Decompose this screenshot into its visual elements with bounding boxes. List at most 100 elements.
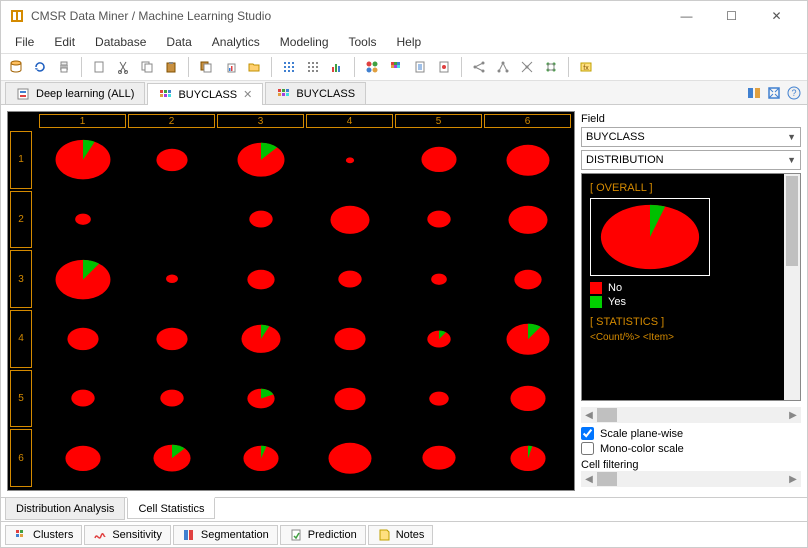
- cell-filter-slider[interactable]: ◀▶: [581, 471, 801, 487]
- pie-cell[interactable]: [483, 309, 572, 369]
- view-expand-icon[interactable]: [765, 84, 783, 102]
- tool-copytable-icon[interactable]: [195, 56, 217, 78]
- col-header: 2: [128, 114, 215, 128]
- tool-paste-icon[interactable]: [160, 56, 182, 78]
- pie-cell[interactable]: [394, 309, 483, 369]
- pie-cell[interactable]: [394, 190, 483, 250]
- pie-cell[interactable]: [483, 428, 572, 488]
- maximize-button[interactable]: ☐: [709, 1, 754, 31]
- chevron-down-icon: ▼: [787, 155, 796, 165]
- tool-formula-icon[interactable]: fx: [575, 56, 597, 78]
- pie-cell[interactable]: [394, 369, 483, 429]
- pie-cell[interactable]: [38, 369, 127, 429]
- pie-cell[interactable]: [38, 130, 127, 190]
- menu-tools[interactable]: Tools: [339, 33, 387, 51]
- tab-buyclass[interactable]: BUYCLASS✕: [147, 83, 263, 105]
- menu-analytics[interactable]: Analytics: [202, 33, 270, 51]
- tool-grid1-icon[interactable]: [278, 56, 300, 78]
- pie-cell[interactable]: [38, 428, 127, 488]
- stats-columns: <Count/%> <Item>: [590, 332, 792, 343]
- vscrollbar[interactable]: [784, 174, 800, 400]
- pie-grid-viz: 123456 123456: [7, 111, 575, 491]
- tool-folder-icon[interactable]: [243, 56, 265, 78]
- field-select[interactable]: BUYCLASS▼: [581, 127, 801, 147]
- pie-cell[interactable]: [305, 190, 394, 250]
- pie-cell[interactable]: [305, 130, 394, 190]
- tool-piegrid-icon[interactable]: [361, 56, 383, 78]
- footertab-notes[interactable]: Notes: [368, 525, 434, 545]
- pie-cell[interactable]: [305, 369, 394, 429]
- menu-modeling[interactable]: Modeling: [270, 33, 339, 51]
- menu-data[interactable]: Data: [156, 33, 201, 51]
- pie-cell[interactable]: [394, 130, 483, 190]
- pie-cell[interactable]: [305, 428, 394, 488]
- pie-cell[interactable]: [483, 249, 572, 309]
- pie-cell[interactable]: [38, 190, 127, 250]
- row-header: 6: [10, 429, 32, 487]
- pie-cell[interactable]: [216, 130, 305, 190]
- pie-cell[interactable]: [483, 190, 572, 250]
- col-header: 1: [39, 114, 126, 128]
- tool-grid2-icon[interactable]: [302, 56, 324, 78]
- pie-cell[interactable]: [127, 428, 216, 488]
- pie-cell[interactable]: [394, 249, 483, 309]
- row-header: 5: [10, 370, 32, 428]
- subtab-cell-statistics[interactable]: Cell Statistics: [127, 497, 215, 519]
- tool-bars-icon[interactable]: [326, 56, 348, 78]
- tab-icon: [16, 87, 30, 101]
- menu-database[interactable]: Database: [85, 33, 156, 51]
- footertab-prediction[interactable]: Prediction: [280, 525, 366, 545]
- pie-cell[interactable]: [127, 369, 216, 429]
- footertab-sensitivity[interactable]: Sensitivity: [84, 525, 171, 545]
- tool-doc1-icon[interactable]: [409, 56, 431, 78]
- close-button[interactable]: ✕: [754, 1, 799, 31]
- tool-net4-icon[interactable]: [540, 56, 562, 78]
- tool-db-icon[interactable]: [5, 56, 27, 78]
- row-header: 1: [10, 131, 32, 189]
- tool-cut-icon[interactable]: [112, 56, 134, 78]
- tool-copy-icon[interactable]: [136, 56, 158, 78]
- pie-cell[interactable]: [127, 190, 216, 250]
- pie-cell[interactable]: [127, 130, 216, 190]
- tab-deep-learning-all-[interactable]: Deep learning (ALL): [5, 82, 145, 104]
- overall-panel: [ OVERALL ] NoYes [ STATISTICS ] <Count/…: [581, 173, 801, 401]
- minimize-button[interactable]: —: [664, 1, 709, 31]
- tool-heatmap-icon[interactable]: [385, 56, 407, 78]
- pie-cell[interactable]: [216, 249, 305, 309]
- tab-buyclass[interactable]: BUYCLASS: [265, 82, 366, 104]
- pie-cell[interactable]: [305, 249, 394, 309]
- tab-close-icon[interactable]: ✕: [243, 88, 252, 101]
- tool-net2-icon[interactable]: [492, 56, 514, 78]
- pie-cell[interactable]: [483, 130, 572, 190]
- scale-planewise-checkbox[interactable]: Scale plane-wise: [581, 427, 801, 440]
- menu-edit[interactable]: Edit: [44, 33, 85, 51]
- pie-cell[interactable]: [38, 309, 127, 369]
- tool-new-icon[interactable]: [88, 56, 110, 78]
- tool-print-icon[interactable]: [53, 56, 75, 78]
- footertab-segmentation[interactable]: Segmentation: [173, 525, 278, 545]
- pie-cell[interactable]: [216, 369, 305, 429]
- tool-refresh-icon[interactable]: [29, 56, 51, 78]
- pie-cell[interactable]: [216, 309, 305, 369]
- tool-doc2-icon[interactable]: [433, 56, 455, 78]
- pie-cell[interactable]: [394, 428, 483, 488]
- tool-net1-icon[interactable]: [468, 56, 490, 78]
- pie-cell[interactable]: [216, 190, 305, 250]
- view-split-icon[interactable]: [745, 84, 763, 102]
- pie-cell[interactable]: [127, 309, 216, 369]
- pie-cell[interactable]: [127, 249, 216, 309]
- hscrollbar[interactable]: ◀▶: [581, 407, 801, 423]
- pie-cell[interactable]: [38, 249, 127, 309]
- menu-help[interactable]: Help: [387, 33, 432, 51]
- pie-cell[interactable]: [483, 369, 572, 429]
- pie-cell[interactable]: [216, 428, 305, 488]
- tool-net3-icon[interactable]: [516, 56, 538, 78]
- pie-cell[interactable]: [305, 309, 394, 369]
- menu-file[interactable]: File: [5, 33, 44, 51]
- view-help-icon[interactable]: ?: [785, 84, 803, 102]
- tool-copychart-icon[interactable]: [219, 56, 241, 78]
- footertab-clusters[interactable]: Clusters: [5, 525, 82, 545]
- mode-select[interactable]: DISTRIBUTION▼: [581, 150, 801, 170]
- monocolor-checkbox[interactable]: Mono-color scale: [581, 442, 801, 455]
- subtab-distribution-analysis[interactable]: Distribution Analysis: [5, 498, 125, 520]
